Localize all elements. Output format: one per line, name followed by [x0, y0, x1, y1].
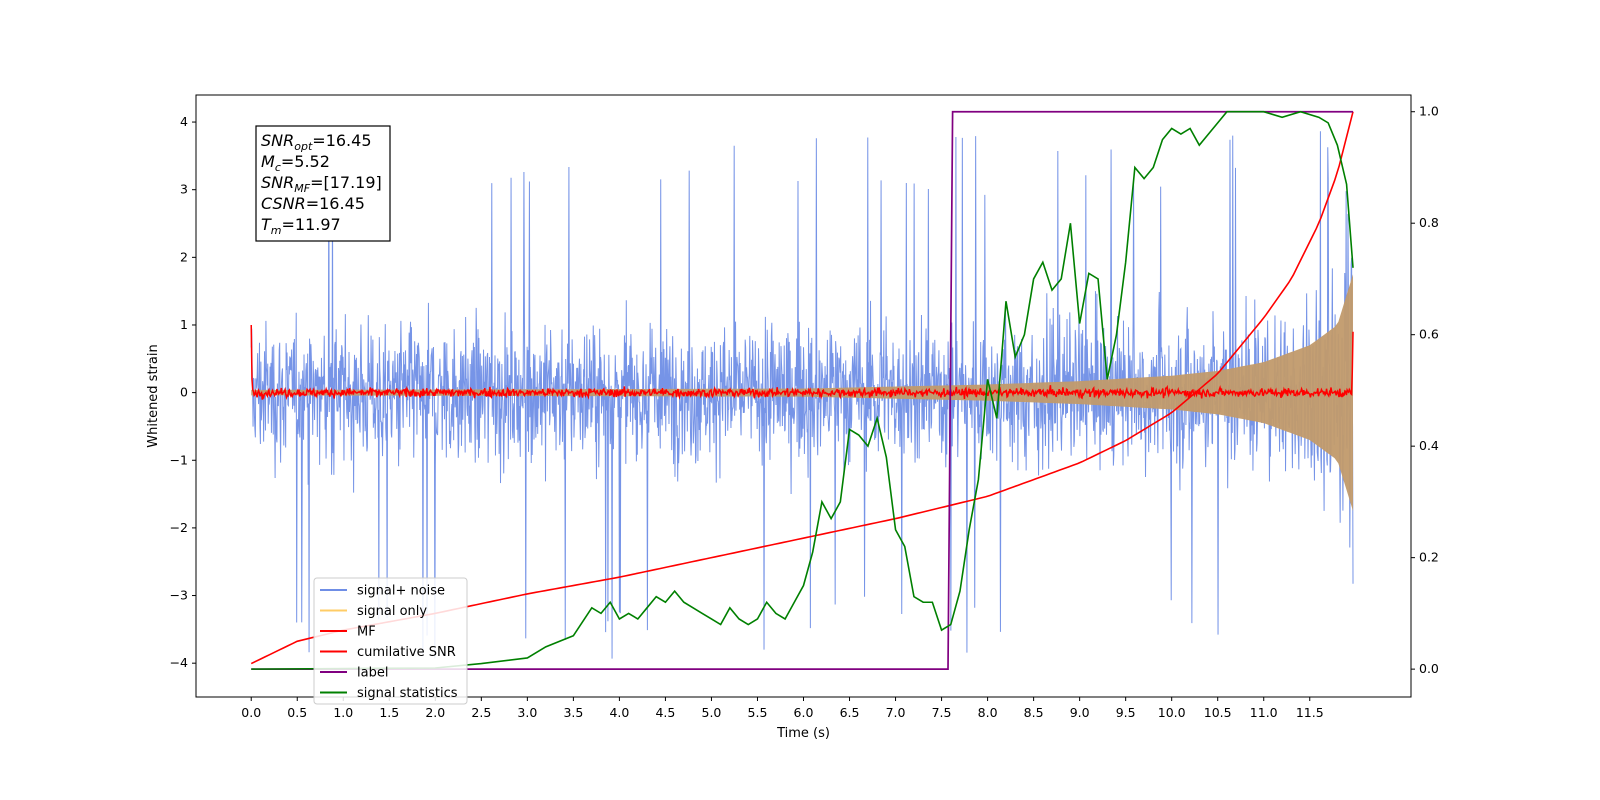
x-tick-label: 10.0	[1158, 705, 1186, 720]
x-tick-label: 9.5	[1116, 705, 1136, 720]
x-tick-label: 3.5	[563, 705, 583, 720]
series-signal-statistics	[251, 110, 1354, 670]
info-subscript: m	[271, 224, 282, 237]
x-tick-label: 9.0	[1070, 705, 1090, 720]
y-tick-label: 3	[180, 182, 188, 197]
info-symbol: SNR	[261, 131, 294, 150]
legend-label: MF	[357, 625, 376, 640]
x-tick-label: 5.0	[702, 705, 722, 720]
x-tick-label: 11.0	[1250, 705, 1278, 720]
x-tick-label: 2.5	[471, 705, 491, 720]
y-right-tick-label: 0.0	[1419, 661, 1439, 676]
legend-label: label	[357, 666, 388, 681]
y-right-tick-label: 0.8	[1419, 215, 1439, 230]
y-tick-label: 0	[180, 385, 188, 400]
legend-label: signal+ noise	[357, 584, 445, 599]
x-tick-label: 6.5	[840, 705, 860, 720]
info-value: =16.45	[312, 131, 371, 150]
y-right-tick-label: 0.6	[1419, 327, 1439, 342]
y-axis-label: Whitened strain	[146, 344, 161, 447]
y-tick-label: 4	[180, 114, 188, 129]
y-tick-label: 2	[180, 249, 188, 264]
legend-label: signal statistics	[357, 686, 458, 701]
info-symbol: SNR	[261, 173, 294, 192]
series-label	[251, 110, 1354, 670]
info-subscript: opt	[294, 140, 313, 153]
x-tick-label: 3.0	[517, 705, 537, 720]
legend-label: cumilative SNR	[357, 645, 456, 660]
info-line: Mc=5.52	[261, 152, 330, 174]
x-tick-label: 1.5	[379, 705, 399, 720]
x-tick-label: 0.5	[287, 705, 307, 720]
y-tick-label: 1	[180, 317, 188, 332]
y-right-tick-label: 0.2	[1419, 550, 1439, 565]
y-right-tick-label: 1.0	[1419, 104, 1439, 119]
x-tick-label: 2.0	[425, 705, 445, 720]
info-line: SNRMF=[17.19]	[261, 173, 382, 195]
info-symbol: T	[261, 215, 272, 234]
info-line: Tm=11.97	[261, 215, 341, 237]
y-tick-label: −4	[170, 655, 188, 670]
info-value: =5.52	[281, 152, 330, 171]
x-tick-label: 8.5	[1024, 705, 1044, 720]
x-tick-label: 11.5	[1296, 705, 1324, 720]
info-value: =11.97	[282, 215, 341, 234]
x-tick-label: 7.0	[886, 705, 906, 720]
x-tick-label: 1.0	[333, 705, 353, 720]
info-subscript: MF	[294, 182, 310, 195]
axis-ticks: 0.0 0.5 1.0 1.5 2.0 2.5 3.0 3.5 4.0 4.5 5.0 5.5 6.0 6…	[170, 104, 1439, 720]
x-tick-label: 5.5	[748, 705, 768, 720]
series-mf	[250, 324, 1354, 401]
x-tick-label: 7.5	[932, 705, 952, 720]
y-right-tick-label: 0.4	[1419, 438, 1439, 453]
y-tick-label: −2	[170, 520, 188, 535]
legend-label: signal only	[357, 604, 427, 619]
info-line: SNRopt=16.45	[261, 131, 372, 153]
info-value: =16.45	[306, 194, 365, 213]
x-tick-label: 6.0	[794, 705, 814, 720]
info-value: =[17.19]	[310, 173, 382, 192]
info-symbol: CSNR	[261, 194, 306, 213]
y-tick-label: −1	[170, 452, 188, 467]
x-tick-label: 4.5	[655, 705, 675, 720]
y-tick-label: −3	[170, 588, 188, 603]
x-tick-label: 0.0	[241, 705, 261, 720]
x-tick-label: 8.0	[978, 705, 998, 720]
legend-frame	[313, 577, 468, 705]
info-box-frame	[255, 125, 391, 242]
x-axis-label: Time (s)	[776, 726, 830, 741]
info-symbol: M	[261, 152, 275, 171]
snr-info-box: SNRopt=16.45Mc=5.52SNRMF=[17.19]CSNR=16.…	[255, 125, 391, 242]
info-line: CSNR=16.45	[261, 194, 365, 213]
legend: signal+ noise signal only MF cumilative SNR…	[313, 577, 468, 705]
info-subscript: c	[275, 161, 281, 174]
x-tick-label: 10.5	[1204, 705, 1232, 720]
x-tick-label: 4.0	[609, 705, 629, 720]
